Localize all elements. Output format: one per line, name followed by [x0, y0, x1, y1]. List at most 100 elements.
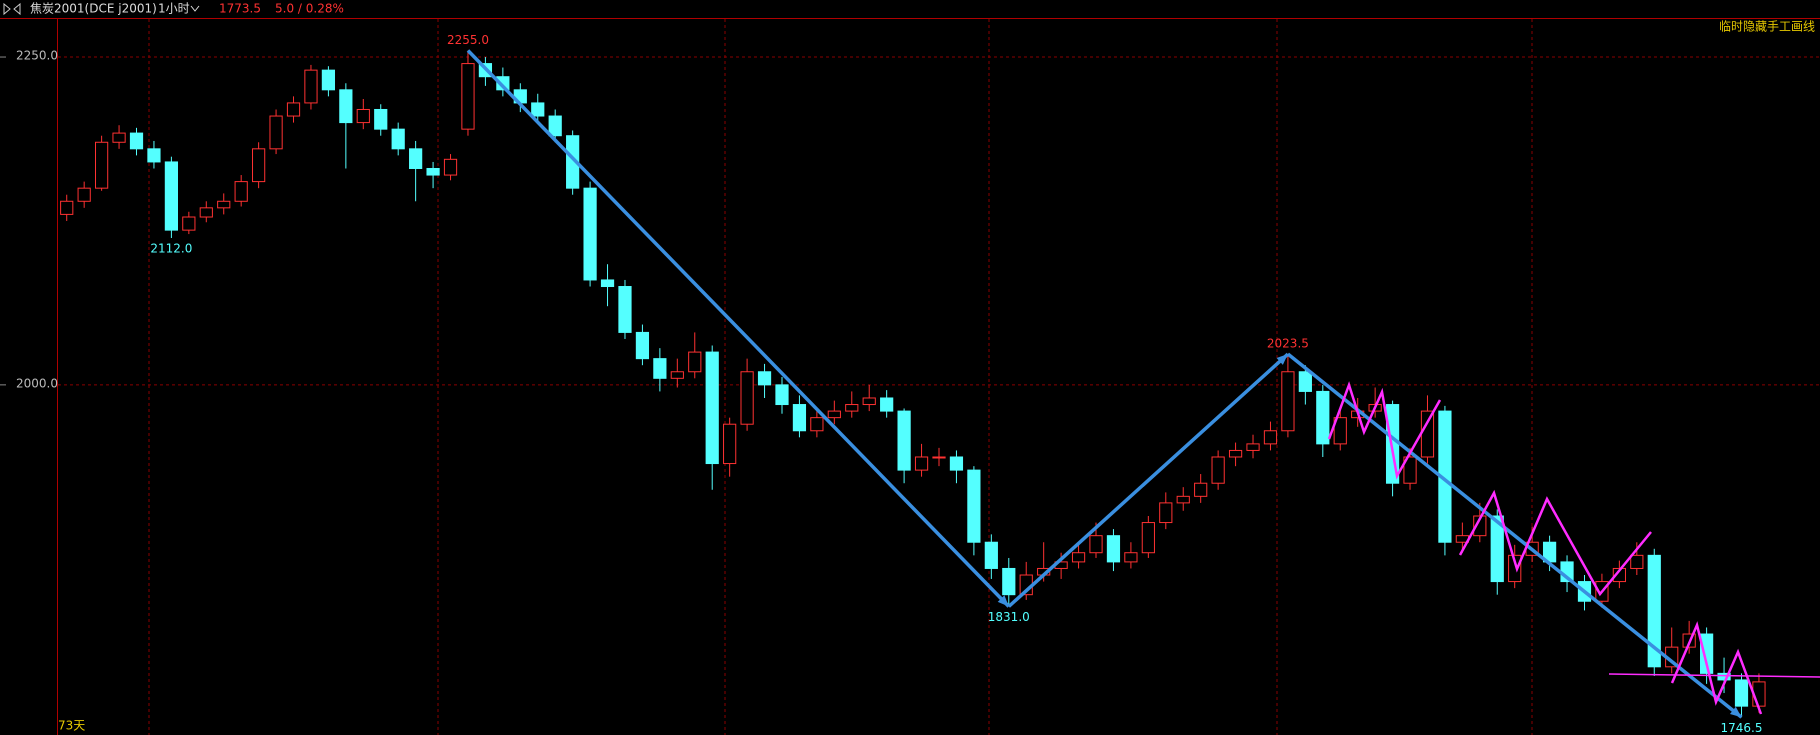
- candle-body: [670, 371, 684, 379]
- candle-body: [792, 404, 807, 432]
- candle-body: [1141, 522, 1155, 554]
- candle-body: [95, 141, 109, 189]
- candle-body: [1612, 567, 1626, 583]
- horizontal-line: [1608, 673, 1820, 678]
- candle-body: [1002, 567, 1016, 596]
- candle-body: [496, 76, 510, 91]
- candle-body: [1159, 502, 1173, 524]
- candle-body: [1071, 552, 1086, 563]
- candle-body: [1473, 515, 1487, 537]
- candle-body: [1316, 390, 1330, 445]
- candle-body: [391, 128, 405, 150]
- candle-body: [1647, 554, 1661, 668]
- extreme-label: 1831.0: [988, 610, 1030, 624]
- days: 73天: [58, 719, 85, 733]
- candle-body: [757, 371, 772, 386]
- candle-body: [1630, 554, 1644, 569]
- candle-body: [1228, 449, 1243, 458]
- candle-body: [618, 286, 632, 333]
- candle-body: [164, 161, 179, 231]
- candle-body: [862, 397, 876, 406]
- candle-body: [1699, 633, 1714, 674]
- candle-body: [321, 69, 336, 91]
- candle-body: [77, 187, 91, 202]
- candle-body: [531, 102, 545, 117]
- candle-body: [1106, 535, 1121, 563]
- zigzag: [1458, 489, 1652, 597]
- candle-body: [880, 397, 894, 412]
- candle-body: [897, 410, 911, 471]
- candle-body: [339, 89, 353, 124]
- candle-body: [1490, 515, 1504, 583]
- candle-body: [286, 102, 301, 117]
- candle-body: [967, 469, 981, 543]
- candle-body: [1211, 456, 1225, 484]
- candle-body: [932, 456, 946, 459]
- candle-body: [1734, 679, 1749, 707]
- candle-body: [1403, 456, 1417, 484]
- candle-body: [914, 456, 929, 471]
- candle-body: [775, 384, 789, 406]
- candle-body: [688, 351, 702, 373]
- candle-body: [548, 115, 562, 137]
- candle-body: [304, 69, 318, 104]
- candle-body: [1281, 371, 1295, 432]
- v-grid: [148, 19, 1533, 735]
- candle-body: [234, 181, 248, 202]
- zigzag: [1327, 381, 1442, 480]
- extreme-label: 1746.5: [1720, 721, 1762, 735]
- trend-line: [466, 49, 1011, 608]
- header: 焦炭2001(DCE j2001) 1小时 1773.5 5.0 / 0.28%…: [3, 2, 1815, 34]
- candle-body: [409, 148, 423, 169]
- candle-body: [1089, 535, 1103, 554]
- candle-body: [443, 158, 458, 176]
- candle-body: [426, 167, 440, 176]
- icon: [3, 2, 21, 16]
- hide-drawings[interactable]: 临时隐藏手工画线: [1719, 20, 1815, 34]
- candle-body: [199, 207, 213, 218]
- candle-body: [461, 63, 475, 130]
- candle-body: [1333, 417, 1347, 445]
- candle-body: [1717, 672, 1731, 681]
- candle-body: [653, 358, 667, 379]
- zigzag: [1670, 621, 1763, 715]
- y-tick-label: 2250.0: [16, 49, 58, 63]
- candle-body: [1420, 410, 1435, 458]
- candle-body: [1246, 443, 1260, 451]
- plot: 2250.0 2000.0 2112.0 2255.0 1831.0 2023.5 1746…: [0, 33, 1820, 735]
- period-arrow[interactable]: [190, 5, 200, 12]
- extreme-label: 2112.0: [150, 241, 192, 255]
- y-tick-label: 2000.0: [16, 376, 58, 390]
- candle-body: [705, 351, 719, 465]
- candle-body: [723, 423, 737, 465]
- candle-body: [1124, 552, 1138, 563]
- candle-body: [1194, 482, 1208, 497]
- candle-body: [217, 200, 231, 209]
- trend-arrow: [1276, 354, 1288, 365]
- candle-body: [182, 216, 196, 231]
- candle-body: [129, 132, 144, 150]
- candle-body: [583, 187, 597, 281]
- candle-body: [356, 108, 370, 124]
- extreme-label: 2023.5: [1267, 337, 1309, 351]
- candle-body: [984, 541, 998, 569]
- trend-arrow: [1729, 706, 1742, 718]
- candle-body: [112, 132, 126, 143]
- candle-body: [60, 200, 74, 215]
- trend-arrow: [997, 595, 1009, 607]
- candle-body: [1508, 554, 1522, 583]
- candle-body: [1263, 430, 1278, 445]
- candle-body: [740, 371, 754, 425]
- manual-drawings: [1327, 381, 1820, 715]
- trend-line: [1007, 352, 1290, 608]
- candle-body: [374, 108, 388, 130]
- period[interactable]: 1小时: [158, 2, 190, 16]
- candle-body: [600, 279, 615, 288]
- last-price: 1773.5: [219, 2, 261, 16]
- extreme-label: 2255.0: [447, 33, 489, 47]
- trend-line: [1286, 352, 1743, 719]
- candle-body: [827, 410, 841, 419]
